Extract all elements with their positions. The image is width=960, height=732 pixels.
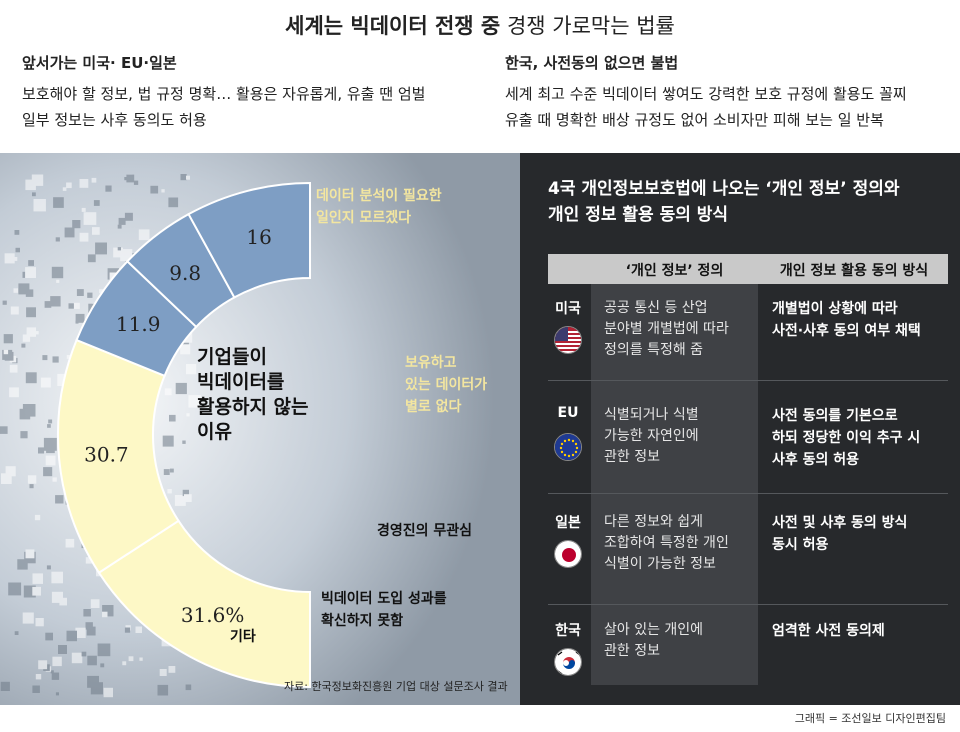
chart-source: 자료: 한국정보화진흥원 기업 대상 설문조사 결과 [284, 680, 508, 693]
row-divider [548, 604, 948, 605]
country-name: 일본 [555, 515, 581, 531]
definition-text: 공공 통신 등 산업 분야별 개별법에 따라 정의를 특정해 줌 [604, 300, 729, 358]
page-title-sub: 경쟁 가로막는 법률 [506, 14, 675, 38]
slice-value-label: 30.7 [84, 443, 129, 467]
summary-left-line: 보호해야 할 정보, 법 규정 명확… 활용은 자유롭게, 유출 땐 엄벌 [22, 85, 426, 103]
header-consent: 개인 정보 활용 동의 방식 [779, 263, 929, 279]
graphic-credit: 그래픽 = 조선일보 디자인편집팀 [794, 712, 946, 725]
chart-title-line: 이유 [197, 421, 232, 443]
consent-text: 개별법이 상황에 따라 사전·사후 동의 여부 채택 [772, 301, 921, 339]
row-divider [548, 380, 948, 381]
slice-value-label: 16 [246, 225, 271, 249]
slice-label-2: 보유하고 있는 데이터가 별로 없다 [405, 355, 488, 415]
slice-label-3: 경영진의 무관심 [377, 523, 473, 539]
slice-value-label: 9.8 [169, 261, 201, 285]
table-title-line: 개인 정보 활용 동의 방식 [548, 205, 729, 225]
definition-column-background [591, 284, 758, 685]
country-name: 미국 [555, 301, 581, 317]
consent-text: 엄격한 사전 동의제 [772, 623, 885, 639]
definition-text: 살아 있는 개인에 관한 정보 [604, 622, 704, 659]
table-header: ‘개인 정보’ 정의 개인 정보 활용 동의 방식 [548, 254, 948, 284]
slice-label-4: 빅데이터 도입 성과를 확신하지 못함 [321, 591, 447, 629]
definition-text: 다른 정보와 쉽게 조합하여 특정한 개인 식별이 가능한 정보 [604, 514, 729, 572]
page-title-main: 세계는 빅데이터 전쟁 중 [285, 14, 501, 38]
us-flag-icon [554, 326, 582, 354]
slice-label-5: 기타 [230, 629, 256, 645]
slice-value-label: 31.6% [181, 603, 245, 627]
japan-flag-icon [554, 540, 582, 568]
consent-text: 사전 및 사후 동의 방식 동시 허용 [772, 515, 908, 553]
consent-text: 사전 동의를 기본으로 하되 정당한 이익 추구 시 사후 동의 허용 [772, 408, 921, 468]
chart-title-line: 빅데이터를 [197, 371, 285, 393]
donut-slice [187, 181, 311, 299]
eu-flag-icon [554, 433, 582, 461]
table-title-line: 4국 개인정보보호법에 나오는 ‘개인 정보’ 정의와 [548, 179, 900, 199]
row-divider [548, 493, 948, 494]
summary-left: 앞서가는 미국· EU·일본 보호해야 할 정보, 법 규정 명확… 활용은 자… [22, 52, 472, 133]
header-definition: ‘개인 정보’ 정의 [625, 263, 724, 279]
summary-right-heading: 한국, 사전동의 없으면 불법 [505, 54, 679, 72]
summary-left-heading: 앞서가는 미국· EU·일본 [22, 54, 177, 72]
table-title: 4국 개인정보보호법에 나오는 ‘개인 정보’ 정의와 개인 정보 활용 동의 … [548, 176, 900, 228]
korea-flag-icon [554, 648, 582, 676]
summary-left-line: 일부 정보는 사후 동의도 허용 [22, 111, 207, 129]
country-name: EU [557, 405, 579, 421]
slice-value-label: 11.9 [116, 312, 161, 336]
summary-right-line: 유출 때 명확한 배상 규정도 없어 소비자만 피해 보는 일 반복 [505, 111, 884, 129]
country-name: 한국 [555, 623, 581, 639]
page-title: 세계는 빅데이터 전쟁 중 경쟁 가로막는 법률 [0, 10, 960, 40]
summary-right-line: 세계 최고 수준 빅데이터 쌓여도 강력한 보호 규정에 활용도 꼴찌 [505, 85, 907, 103]
definition-text: 식별되거나 식별 가능한 자연인에 관한 정보 [604, 407, 699, 465]
slice-label-1: 데이터 분석이 필요한 일인지 모르겠다 [316, 188, 442, 226]
chart-title-line: 활용하지 않는 [197, 396, 309, 418]
chart-title: 기업들이 빅데이터를 활용하지 않는 이유 [197, 345, 367, 445]
summary-right: 한국, 사전동의 없으면 불법 세계 최고 수준 빅데이터 쌓여도 강력한 보호… [505, 52, 955, 133]
chart-title-line: 기업들이 [197, 346, 267, 368]
